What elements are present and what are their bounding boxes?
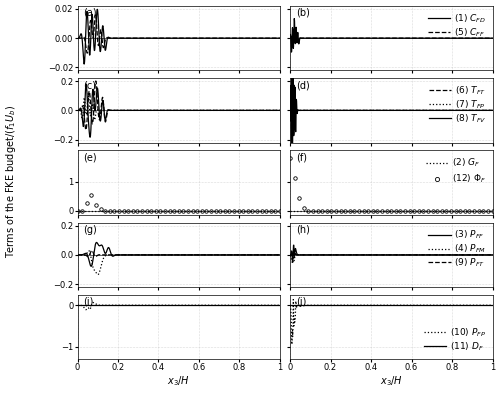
Legend: (6) $T_{FT}$, (7) $T_{FP}$, (8) $T_{FV}$: (6) $T_{FT}$, (7) $T_{FP}$, (8) $T_{FV}$ <box>426 83 488 126</box>
Text: (e): (e) <box>84 152 97 162</box>
X-axis label: $x_3/H$: $x_3/H$ <box>380 374 402 388</box>
Text: (h): (h) <box>296 225 310 234</box>
Legend: (10) $P_{FP}$, (11) $D_{F}$: (10) $P_{FP}$, (11) $D_{F}$ <box>422 325 488 355</box>
Text: (g): (g) <box>84 225 98 234</box>
Legend: (1) $C_{FD}$, (5) $C_{FF}$: (1) $C_{FD}$, (5) $C_{FF}$ <box>426 10 488 41</box>
Text: (c): (c) <box>84 80 96 90</box>
X-axis label: $x_3/H$: $x_3/H$ <box>168 374 190 388</box>
Text: (i): (i) <box>84 297 94 307</box>
Text: Terms of the FKE budget/$(f_1 U_b)$: Terms of the FKE budget/$(f_1 U_b)$ <box>4 105 18 258</box>
Text: (a): (a) <box>84 8 97 18</box>
Text: (b): (b) <box>296 8 310 18</box>
Legend: (3) $P_{FF}$, (4) $P_{FM}$, (9) $P_{FT}$: (3) $P_{FF}$, (4) $P_{FM}$, (9) $P_{FT}$ <box>426 227 488 271</box>
Text: (f): (f) <box>296 152 307 162</box>
Text: (d): (d) <box>296 80 310 90</box>
Legend: (2) $G_{F}$, (12) $\Phi_{F}$: (2) $G_{F}$, (12) $\Phi_{F}$ <box>424 155 488 187</box>
Text: (j): (j) <box>296 297 306 307</box>
